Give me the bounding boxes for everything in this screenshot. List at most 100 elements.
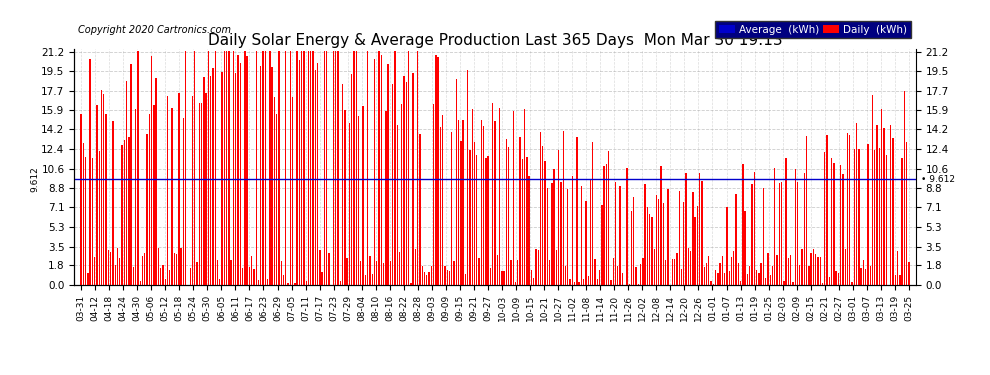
Bar [867,144,868,285]
Bar [567,189,568,285]
Bar [119,258,121,285]
Bar [403,76,405,285]
Bar [397,125,398,285]
Bar [342,84,344,285]
Bar [89,59,91,285]
Bar [633,197,635,285]
Bar [585,201,587,285]
Bar [760,263,761,285]
Bar [751,184,752,285]
Bar [538,250,539,285]
Bar [729,271,730,285]
Bar [317,63,318,285]
Bar [492,104,493,285]
Bar [105,114,107,285]
Bar [180,248,182,285]
Bar [442,116,444,285]
Bar [392,84,393,285]
Bar [276,114,277,285]
Bar [599,270,600,285]
Bar [148,114,150,285]
Bar [781,182,782,285]
Bar [353,51,354,285]
Bar [326,51,328,285]
Bar [640,264,642,285]
Bar [688,248,689,285]
Bar [755,270,757,285]
Bar [836,272,837,285]
Bar [815,254,817,285]
Bar [513,111,514,285]
Bar [110,252,111,285]
Bar [166,96,168,285]
Bar [510,260,512,285]
Bar [94,257,95,285]
Bar [590,178,591,285]
Bar [138,51,139,285]
Bar [597,279,598,285]
Bar [562,131,564,285]
Bar [778,183,780,285]
Bar [740,282,742,285]
Bar [622,273,623,285]
Bar [824,152,826,285]
Legend: Average  (kWh), Daily  (kWh): Average (kWh), Daily (kWh) [715,21,911,38]
Bar [431,266,432,285]
Bar [890,125,891,285]
Bar [738,263,739,285]
Bar [497,255,498,285]
Bar [406,82,407,285]
Bar [704,267,705,285]
Bar [160,268,161,285]
Bar [892,138,894,285]
Bar [162,266,163,285]
Bar [374,58,375,285]
Bar [708,256,710,285]
Bar [615,182,616,285]
Bar [433,104,435,285]
Bar [508,147,509,285]
Bar [290,51,291,285]
Bar [210,75,212,285]
Bar [574,282,575,285]
Bar [494,121,496,285]
Bar [617,266,619,285]
Bar [478,258,480,285]
Bar [799,265,801,285]
Bar [662,203,664,285]
Bar [487,156,489,285]
Bar [629,284,630,285]
Bar [874,150,875,285]
Bar [147,134,148,285]
Bar [838,273,840,285]
Bar [646,207,648,285]
Bar [872,95,873,285]
Bar [610,279,612,285]
Bar [849,135,850,285]
Bar [306,281,307,285]
Bar [846,134,848,285]
Bar [185,51,186,285]
Bar [576,137,577,285]
Bar [503,271,505,285]
Bar [150,56,152,285]
Bar [117,248,118,285]
Bar [813,249,814,285]
Bar [583,279,584,285]
Bar [627,168,628,285]
Bar [717,273,719,285]
Bar [783,281,784,285]
Bar [536,249,537,285]
Bar [674,259,675,285]
Bar [731,256,733,285]
Bar [667,189,668,285]
Bar [681,268,682,285]
Bar [643,258,644,285]
Bar [145,254,146,285]
Bar [429,272,430,285]
Bar [238,55,239,285]
Bar [844,249,845,285]
Bar [820,257,821,285]
Bar [245,51,246,285]
Bar [157,248,159,285]
